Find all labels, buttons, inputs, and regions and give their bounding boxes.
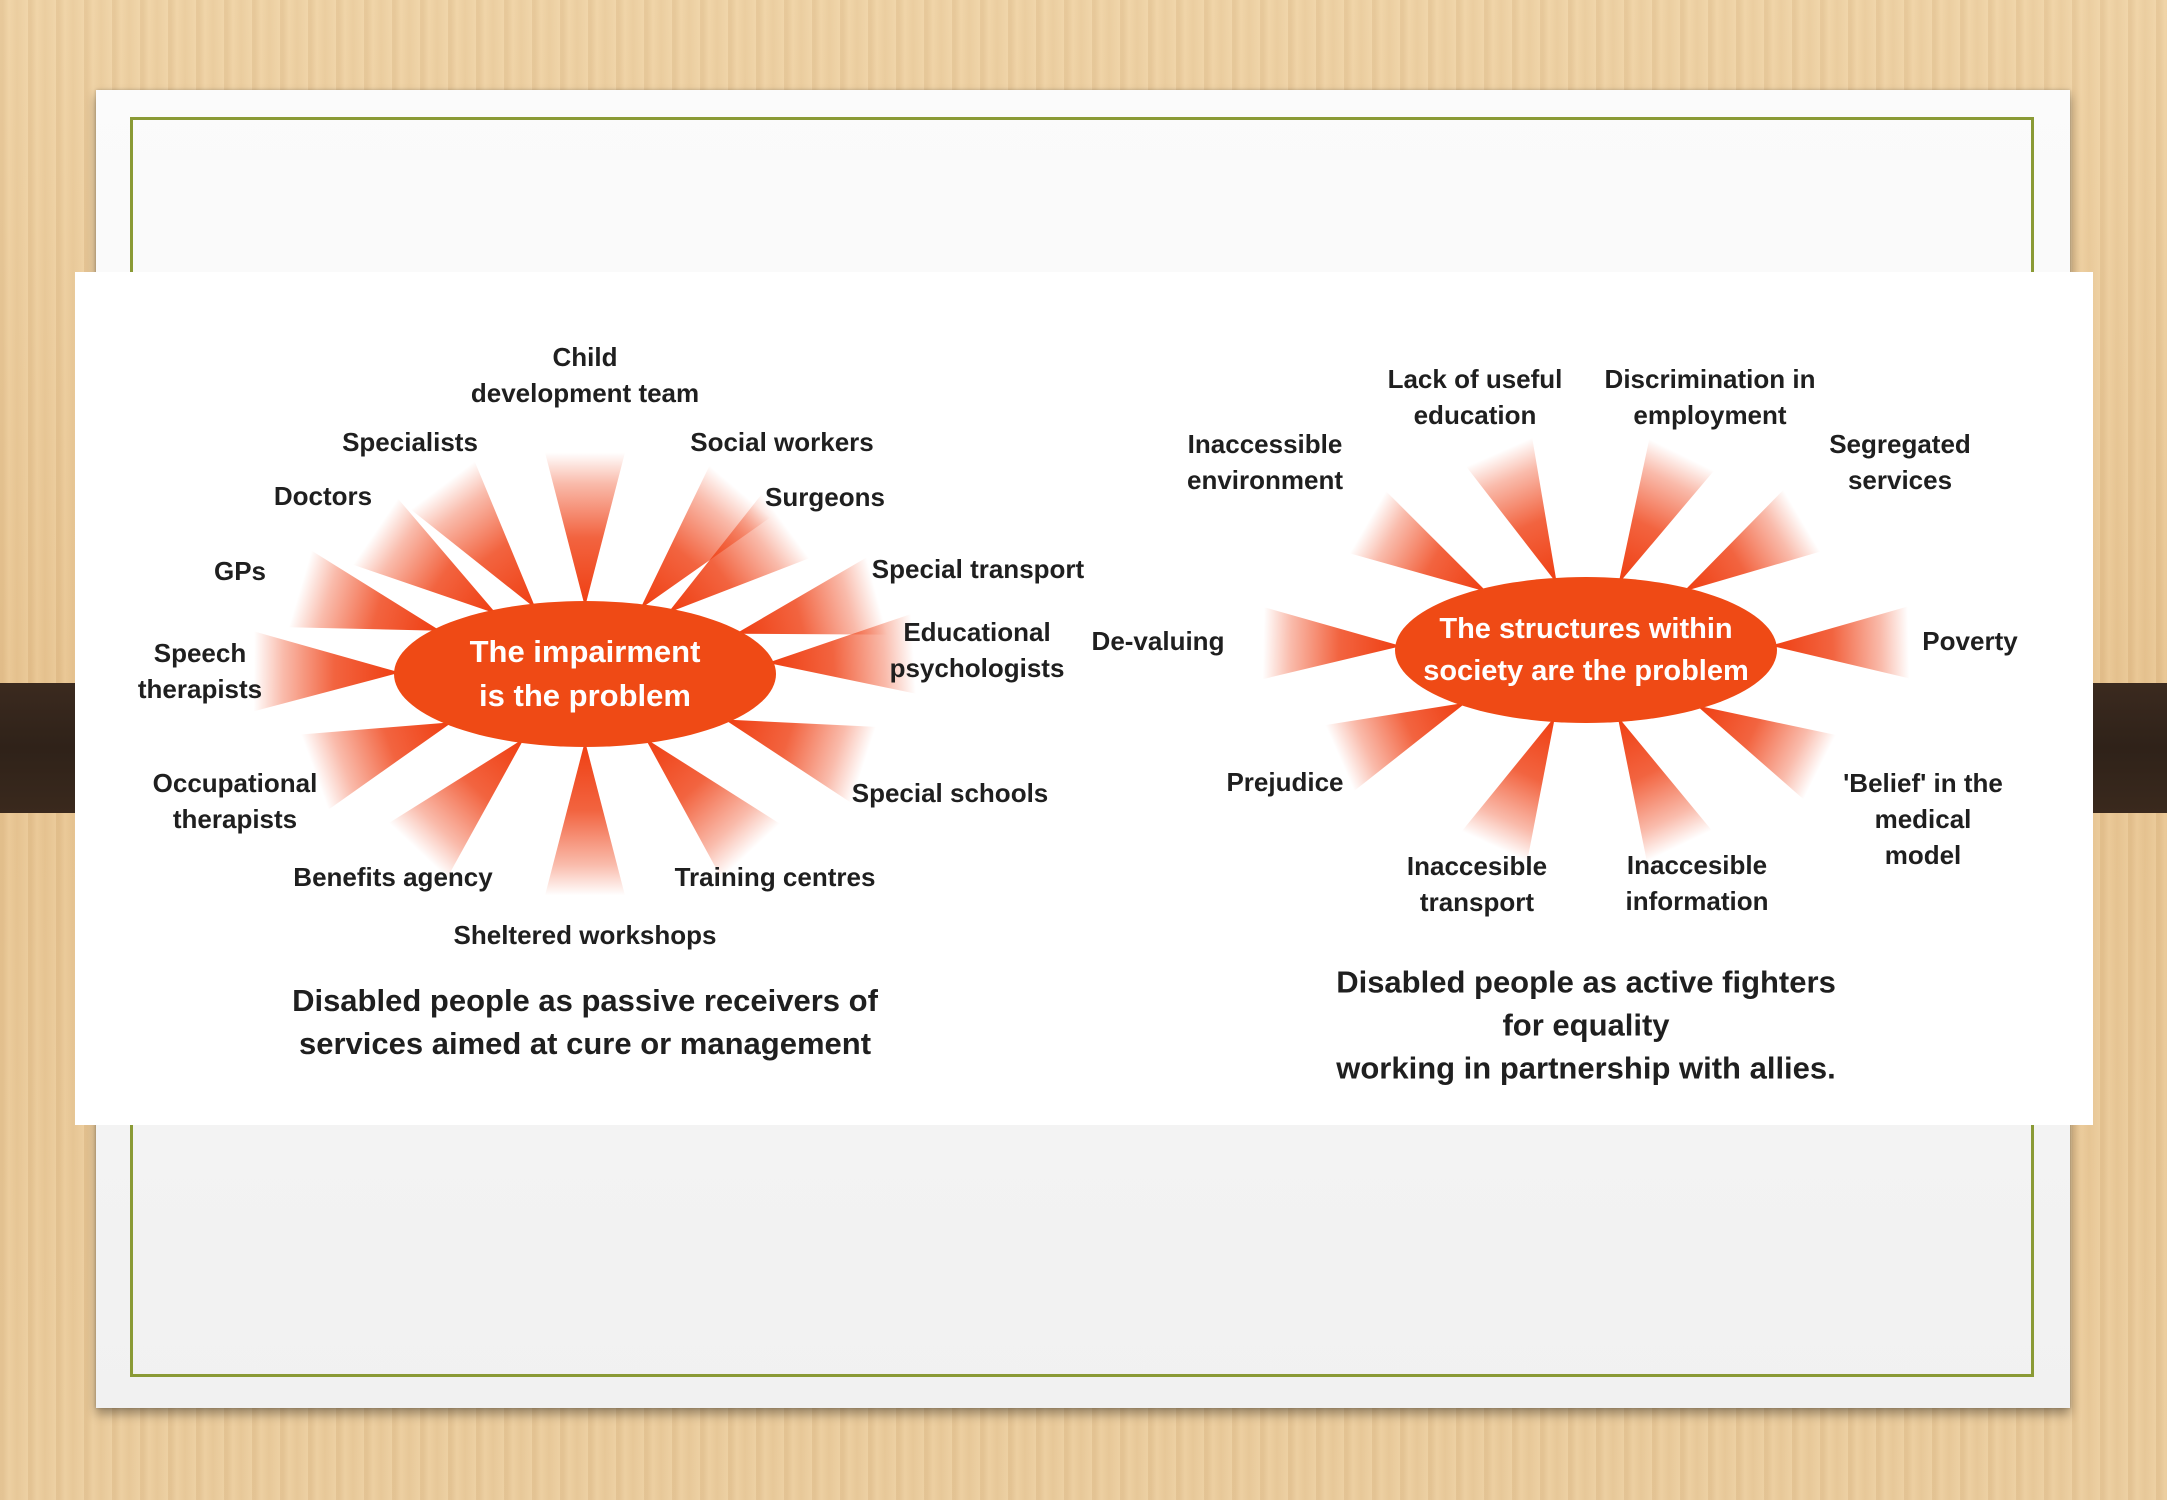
ray-spoke [1461, 716, 1556, 862]
barrier-label: Inaccesible transport [1406, 851, 1548, 917]
barrier-label: De-valuing [1091, 626, 1225, 656]
barrier-label: Lack of useful education [1387, 364, 1563, 430]
ray-spoke [1617, 716, 1712, 862]
service-label: Speech therapists [137, 638, 263, 704]
social-model-hub-text: The structures within society are the pr… [1423, 613, 1749, 687]
ray-spoke [545, 452, 625, 607]
barrier-label: Segregated services [1829, 429, 1971, 495]
barrier-label: Poverty [1922, 626, 2018, 656]
barrier-label: Discrimination in employment [1604, 364, 1816, 430]
service-label: Specialists [342, 427, 478, 457]
ray-spoke [1618, 438, 1715, 584]
ray-spoke [767, 613, 917, 694]
barrier-label: Inaccesible information [1625, 850, 1769, 916]
ray-spoke [645, 738, 781, 879]
ray-spoke [545, 741, 625, 896]
ray-spoke [410, 461, 536, 609]
ray-spoke [388, 738, 525, 879]
service-label: Doctors [273, 481, 373, 511]
service-label: Benefits agency [293, 862, 493, 892]
models-of-disability-figure: The impairment is the problem Child deve… [75, 272, 2093, 1125]
ray-spoke [640, 465, 771, 610]
ray-spoke [735, 557, 888, 635]
service-label: Surgeons [765, 482, 885, 512]
ray-spoke [253, 631, 401, 712]
service-label: Child development team [470, 342, 700, 408]
diagram-graphics [253, 437, 1910, 896]
service-label: Training centres [674, 862, 876, 892]
service-label: Special transport [871, 554, 1085, 584]
medical-model-hub-text: The impairment is the problem [469, 634, 701, 713]
medical-model-hub [394, 601, 776, 747]
ray-spoke [668, 493, 810, 613]
ray-spoke [1325, 702, 1467, 792]
barrier-label: Prejudice [1226, 767, 1344, 797]
ray-spoke [352, 498, 497, 614]
service-label: GPs [213, 556, 267, 586]
barrier-label: 'Belief' in the medical model [1843, 768, 2003, 870]
service-label: Educational psychologists [889, 617, 1065, 683]
service-label: Sheltered workshops [453, 920, 717, 950]
ray-spoke [724, 719, 877, 803]
ray-spoke [1349, 491, 1487, 592]
medical-model-caption: Disabled people as passive receivers of … [292, 983, 878, 1061]
service-label: Social workers [690, 427, 874, 457]
ray-spoke [1696, 705, 1836, 800]
barrier-label: Inaccessible environment [1186, 429, 1344, 495]
ray-spoke [1770, 606, 1910, 679]
social-model-rays [1262, 437, 1910, 862]
social-model-hub [1395, 577, 1777, 723]
medical-model-rays [253, 452, 917, 896]
service-label: Special schools [851, 778, 1049, 808]
social-model-caption: Disabled people as active fighters for e… [1336, 964, 1836, 1086]
ray-spoke [1683, 489, 1821, 592]
ray-spoke [1262, 607, 1402, 680]
ray-spoke [301, 722, 453, 810]
service-label: Occupational therapists [152, 768, 318, 834]
ray-spoke [288, 550, 441, 631]
ray-spoke [1466, 437, 1557, 584]
